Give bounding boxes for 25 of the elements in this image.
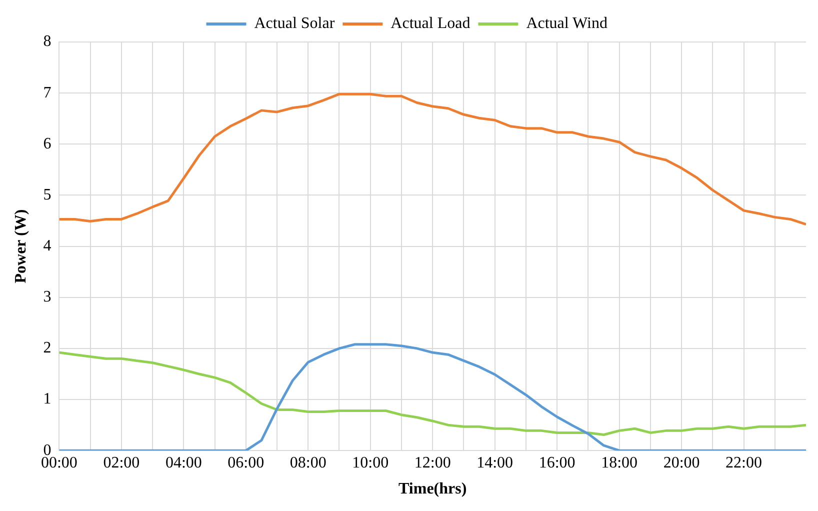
x-tick-label: 08:00 [290,454,326,472]
y-tick-label: 2 [43,340,52,357]
legend-label: Actual Wind [526,15,608,32]
x-axis-title: Time(hrs) [398,480,467,498]
y-tick-label: 7 [43,84,52,102]
x-tick-label: 18:00 [601,454,638,472]
x-tick-label: 14:00 [476,454,514,472]
y-axis-title: Power (W) [12,209,30,284]
y-tick-label: 5 [43,186,52,204]
x-tick-label: 04:00 [165,454,202,472]
y-tick-label: 6 [43,135,52,152]
legend-label: Actual Load [390,15,470,32]
x-tick-label: 12:00 [414,454,451,472]
x-tick-label: 10:00 [352,454,389,472]
x-tick-label: 22:00 [726,454,762,472]
x-tick-label: 20:00 [663,454,700,472]
y-tick-label: 3 [43,288,52,306]
y-tick-label: 1 [43,390,52,408]
x-tick-label: 02:00 [103,454,140,472]
x-tick-label: 00:00 [40,454,78,472]
x-tick-label: 16:00 [538,454,576,472]
x-tick-label: 06:00 [228,454,264,472]
y-tick-label: 8 [43,33,52,50]
y-tick-label: 4 [43,238,52,255]
legend-label: Actual Solar [254,15,336,32]
